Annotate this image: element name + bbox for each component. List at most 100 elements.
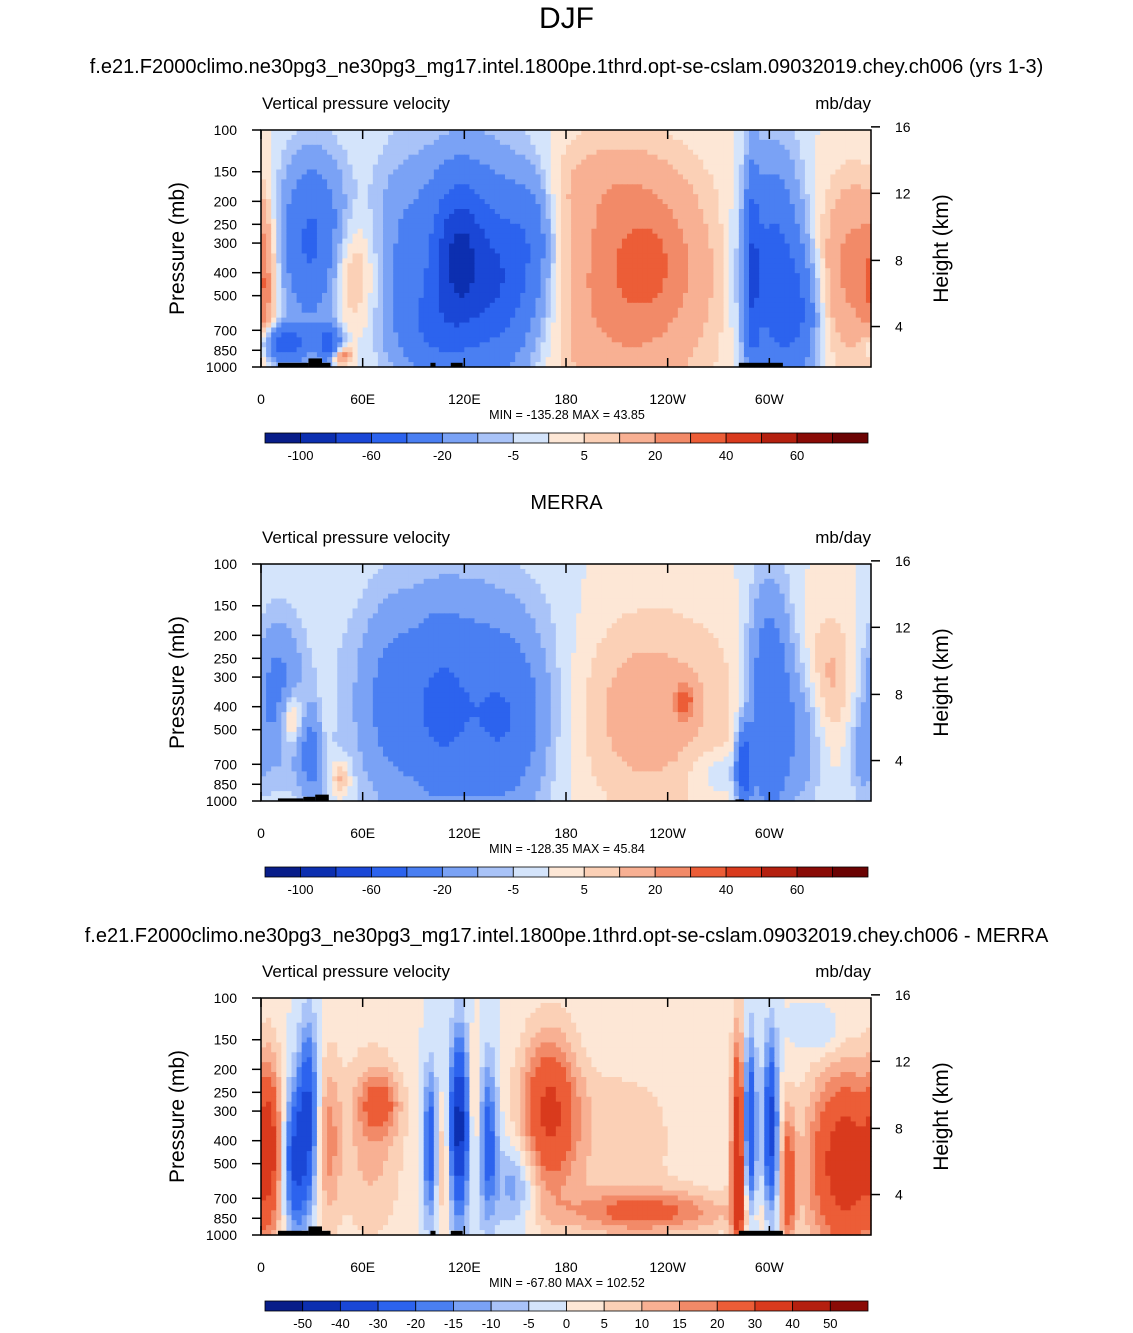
field-cell (484, 273, 491, 279)
field-cell (296, 283, 303, 289)
field-cell (423, 233, 430, 240)
field-cell (865, 134, 872, 141)
field-cell (545, 302, 552, 309)
field-cell (337, 263, 343, 269)
field-cell (657, 194, 664, 200)
field-cell (855, 312, 862, 319)
field-cell (743, 327, 750, 334)
field-cell (520, 169, 526, 176)
field-cell (657, 159, 664, 166)
field-cell (693, 248, 699, 255)
field-cell (688, 184, 694, 190)
field-cell (576, 179, 582, 185)
field-cell (855, 169, 862, 176)
field-cell (779, 144, 786, 151)
field-cell (840, 258, 847, 264)
field-cell (428, 199, 435, 205)
field-cell (510, 297, 516, 304)
field-cell (484, 174, 491, 180)
field-cell (804, 144, 811, 151)
field-cell (865, 199, 872, 205)
field-cell (815, 243, 821, 250)
field-cell (489, 204, 496, 210)
field-cell (769, 154, 776, 161)
field-cell (571, 139, 577, 146)
field-cell (332, 184, 338, 190)
field-cell (749, 263, 755, 269)
field-cell (606, 184, 613, 190)
field-cell (810, 238, 816, 245)
field-cell (362, 223, 369, 230)
field-cell (377, 268, 384, 274)
field-cell (428, 144, 435, 151)
field-cell (693, 209, 699, 215)
field-cell (779, 164, 786, 171)
field-cell (515, 268, 521, 274)
field-cell (362, 189, 369, 195)
field-cell (611, 189, 618, 195)
field-cell (835, 327, 842, 334)
field-cell (754, 317, 760, 324)
field-cell (647, 327, 654, 334)
field-cell (449, 169, 455, 176)
field-cell (682, 297, 689, 304)
field-cell (855, 194, 862, 200)
field-cell (428, 233, 435, 240)
field-cell (454, 292, 460, 299)
field-cell (433, 288, 440, 294)
field-cell (276, 317, 282, 324)
field-cell (855, 302, 862, 309)
field-cell (657, 174, 664, 180)
field-cell (743, 297, 750, 304)
field-cell (804, 307, 811, 314)
field-cell (545, 297, 552, 304)
field-cell (784, 179, 791, 185)
field-cell (362, 292, 369, 299)
field-cell (764, 159, 770, 166)
field-cell (398, 258, 404, 264)
field-cell (362, 159, 369, 166)
field-cell (525, 248, 532, 255)
field-cell (403, 283, 410, 289)
field-cell (332, 159, 338, 166)
field-cell (484, 139, 491, 146)
field-cell (281, 302, 288, 309)
field-cell (362, 258, 369, 264)
field-cell (494, 174, 501, 180)
field-cell (449, 194, 455, 200)
field-cell (306, 317, 313, 324)
field-cell (667, 263, 674, 269)
field-cell (383, 327, 389, 334)
field-cell (352, 154, 359, 161)
field-cell (835, 218, 842, 225)
field-cell (271, 149, 277, 156)
field-cell (276, 297, 282, 304)
field-cell (743, 228, 750, 235)
field-cell (799, 302, 806, 309)
field-cell (449, 130, 455, 136)
field-cell (306, 209, 313, 215)
field-cell (810, 322, 816, 329)
field-cell (398, 209, 404, 215)
field-cell (316, 268, 323, 274)
field-cell (759, 278, 765, 284)
field-cell (835, 209, 842, 215)
field-cell (698, 317, 704, 324)
field-cell (667, 194, 674, 200)
field-cell (713, 174, 720, 180)
field-cell (611, 297, 618, 304)
field-cell (454, 263, 460, 269)
field-cell (510, 317, 516, 324)
field-cell (560, 327, 567, 334)
field-cell (667, 243, 674, 250)
field-cell (484, 238, 491, 245)
field-cell (759, 169, 765, 176)
field-cell (733, 248, 740, 255)
field-cell (301, 213, 308, 220)
field-cell (591, 263, 598, 269)
field-cell (540, 154, 547, 161)
field-cell (677, 278, 684, 284)
field-cell (825, 139, 831, 146)
field-cell (794, 317, 801, 324)
field-cell (865, 278, 872, 284)
